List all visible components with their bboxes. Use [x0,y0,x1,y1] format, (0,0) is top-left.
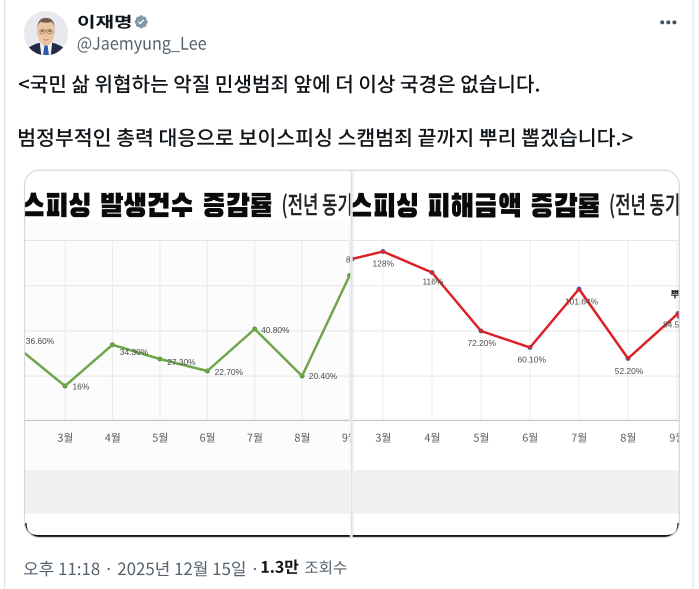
svg-text:16%: 16% [73,382,90,392]
svg-text:20.40%: 20.40% [309,371,338,381]
svg-text:60.10%: 60.10% [518,355,547,365]
svg-text:128%: 128% [373,259,395,269]
svg-text:84.5%: 84.5% [663,319,687,329]
svg-text:52.20%: 52.20% [615,366,644,376]
svg-text:34.30%: 34.30% [120,347,149,357]
svg-text:27.30%: 27.30% [167,357,196,367]
svg-text:36.60%: 36.60% [26,336,55,346]
svg-text:101.64%: 101.64% [565,297,599,307]
svg-text:116%: 116% [423,277,444,287]
svg-text:40.80%: 40.80% [261,325,290,335]
svg-text:22.70%: 22.70% [215,367,244,377]
svg-text:82.: 82. [346,254,358,264]
svg-text:72.20%: 72.20% [468,338,497,348]
